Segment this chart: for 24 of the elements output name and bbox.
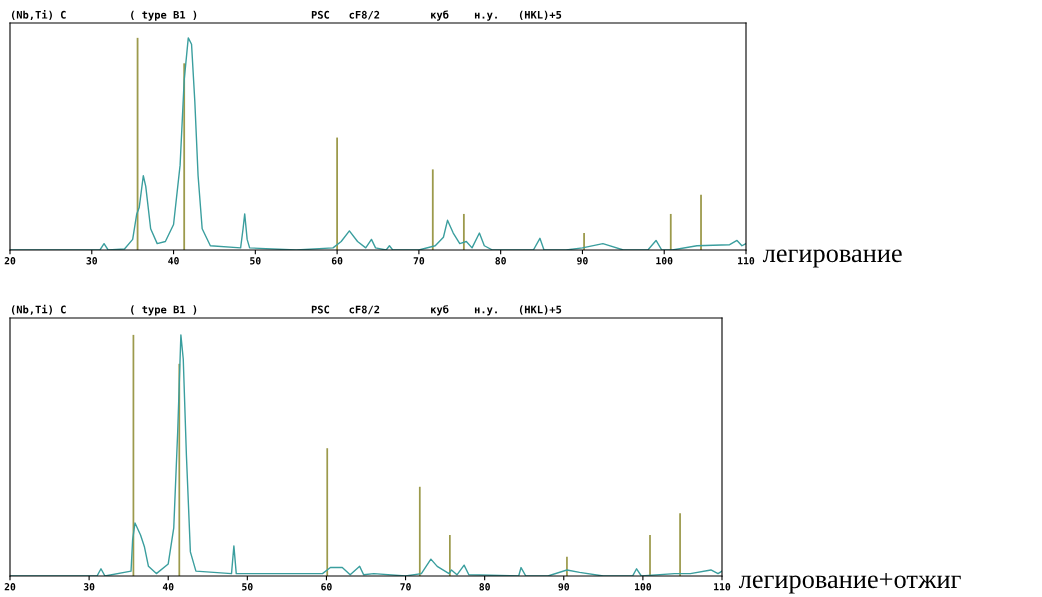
x-tick-label: 70 (400, 583, 411, 591)
x-tick-label: 20 (4, 257, 16, 265)
x-tick-label: 80 (479, 583, 490, 591)
x-tick-label: 60 (321, 583, 332, 591)
chart-title: (Nb,Ti) C ( type B1 ) PSC cF8/2 куб н.у. (HKL)+5 (11, 10, 562, 21)
x-tick-label: 30 (86, 257, 98, 265)
x-tick-label: 60 (331, 257, 343, 265)
x-tick-label: 80 (495, 257, 506, 265)
x-tick-label: 40 (162, 583, 174, 591)
x-tick-label: 110 (714, 583, 731, 591)
x-tick-label: 20 (4, 583, 16, 591)
x-tick-label: 70 (413, 257, 425, 265)
text: легирование+отжиг (738, 572, 961, 594)
x-tick-label: 30 (83, 583, 95, 591)
x-tick-label: 90 (577, 257, 588, 265)
x-tick-label: 50 (250, 257, 261, 265)
x-tick-label: 100 (656, 257, 673, 265)
chart-title: (Nb,Ti) C ( type B1 ) PSC cF8/2 куб н.у. (HKL)+5 (11, 304, 562, 316)
x-tick-label: 110 (738, 257, 755, 265)
x-tick-label: 90 (558, 583, 570, 591)
x-tick-label: 40 (168, 257, 179, 265)
text: легирование (762, 249, 902, 268)
x-tick-label: 100 (635, 583, 652, 591)
x-tick-label: 50 (242, 583, 253, 591)
